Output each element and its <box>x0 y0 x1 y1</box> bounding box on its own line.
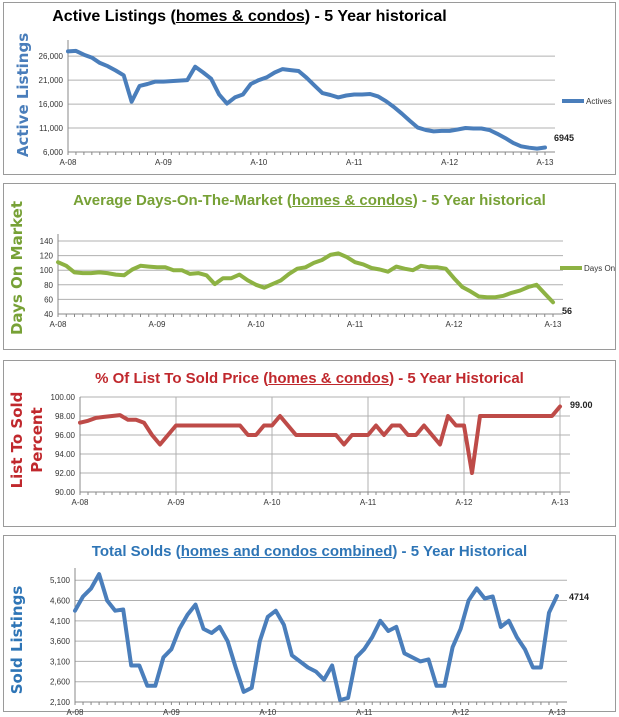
x-tick-label: A-10 <box>250 158 267 167</box>
x-tick-label: A-12 <box>452 708 469 717</box>
chart-title: % Of List To Sold Price (homes & condos)… <box>0 370 619 387</box>
x-tick-label: A-08 <box>60 158 77 167</box>
y-tick-label: 120 <box>40 252 54 261</box>
legend-label: Days On <box>584 264 615 273</box>
y-tick-label: 90.00 <box>55 488 76 497</box>
chart-title: Active Listings (homes & condos) - 5 Yea… <box>0 8 619 26</box>
title-prefix: Active Listings ( <box>52 8 176 25</box>
end-value-label: 4714 <box>569 592 589 602</box>
x-tick-label: A-12 <box>456 498 473 507</box>
y-tick-label: 100 <box>40 266 54 275</box>
y-tick-label: 2,100 <box>50 698 71 707</box>
x-tick-label: A-13 <box>552 498 569 507</box>
y-tick-label: 2,600 <box>50 678 71 687</box>
x-tick-label: A-09 <box>168 498 185 507</box>
end-value-label: 99.00 <box>570 400 593 410</box>
x-tick-label: A-11 <box>360 498 377 507</box>
y-tick-label: 40 <box>44 310 53 319</box>
x-tick-label: A-13 <box>549 708 566 717</box>
title-suffix: ) - 5 Year historical <box>304 8 447 25</box>
end-value-label: 6945 <box>554 133 574 143</box>
legend: Days On <box>560 264 615 273</box>
y-tick-label: 11,000 <box>39 124 63 133</box>
y-tick-label: 94.00 <box>55 450 76 459</box>
x-tick-label: A-12 <box>446 320 463 329</box>
y-axis-title: Active Listings <box>14 33 32 157</box>
chart-title: Total Solds (homes and condos combined) … <box>0 543 619 560</box>
series-line <box>66 48 547 151</box>
title-suffix: ) - 5 Year Historical <box>389 370 524 387</box>
y-axis-title: Days On Market <box>8 201 26 335</box>
x-tick-label: A-09 <box>155 158 172 167</box>
title-underlined: homes & condos <box>175 8 305 25</box>
title-underlined: homes and condos combined <box>180 543 393 560</box>
title-prefix: Average Days-On-The-Market ( <box>73 192 292 209</box>
title-prefix: Total Solds ( <box>91 543 181 560</box>
x-tick-label: A-11 <box>356 708 373 717</box>
legend: Actives <box>562 97 612 106</box>
x-tick-label: A-13 <box>537 158 554 167</box>
chart-title: Average Days-On-The-Market (homes & cond… <box>0 192 619 209</box>
y-tick-label: 16,000 <box>39 100 64 109</box>
chart-1: 40 60 80 100 120 140 A-08 A-09 A-10 A-11 A-12 A-135… <box>8 201 615 335</box>
chart-panel-total-solds <box>3 535 616 712</box>
y-tick-label: 140 <box>40 237 54 246</box>
y-tick-label: 96.00 <box>55 431 76 440</box>
x-tick-label: A-09 <box>149 320 166 329</box>
x-tick-label: A-08 <box>72 498 89 507</box>
end-value-label: 56 <box>562 306 572 316</box>
x-tick-label: A-08 <box>50 320 67 329</box>
y-tick-label: 98.00 <box>55 412 76 421</box>
chart-3: 2,100 2,600 3,100 3,600 4,100 4,600 5,100 A-08 A… <box>8 568 589 717</box>
y-tick-label: 4,600 <box>50 597 71 606</box>
y-tick-label: 60 <box>44 295 53 304</box>
series-line <box>73 572 559 702</box>
y-tick-label: 4,100 <box>50 617 71 626</box>
y-tick-label: 80 <box>44 281 53 290</box>
y-tick-label: 26,000 <box>39 52 64 61</box>
chart-2: 90.00 92.00 94.00 96.00 98.00 100.00 A-08 A-09 A… <box>8 392 593 507</box>
y-axis-title: Sold Listings <box>8 586 26 695</box>
x-tick-label: A-09 <box>163 708 180 717</box>
x-tick-label: A-10 <box>259 708 276 717</box>
y-tick-label: 21,000 <box>39 76 64 85</box>
legend-label: Actives <box>586 97 612 106</box>
title-suffix: ) - 5 Year Historical <box>392 543 528 560</box>
x-tick-label: A-11 <box>347 320 364 329</box>
y-tick-label: 92.00 <box>55 469 76 478</box>
x-tick-label: A-12 <box>441 158 458 167</box>
title-suffix: ) - 5 Year historical <box>412 192 546 209</box>
x-tick-label: A-10 <box>264 498 281 507</box>
y-axis-title: Percent <box>28 407 46 472</box>
y-axis-title: List To Sold <box>8 392 26 489</box>
x-tick-label: A-13 <box>545 320 562 329</box>
chart-panel-active-listings <box>3 2 616 175</box>
title-underlined: homes & condos <box>291 192 413 209</box>
y-tick-label: 6,000 <box>43 148 64 157</box>
chart-0: 6,000 11,000 16,000 21,000 26,000 A-08 A-09 A-1… <box>14 33 612 167</box>
title-underlined: homes & condos <box>268 370 390 387</box>
y-tick-label: 3,600 <box>50 637 71 646</box>
series-line <box>56 251 555 305</box>
x-tick-label: A-08 <box>67 708 84 717</box>
x-tick-label: A-11 <box>346 158 363 167</box>
y-tick-label: 100.00 <box>51 393 76 402</box>
y-tick-label: 5,100 <box>50 576 71 585</box>
y-tick-label: 3,100 <box>50 657 71 666</box>
title-prefix: % Of List To Sold Price ( <box>95 370 269 387</box>
chart-panel-list-to-sold <box>3 360 616 527</box>
x-tick-label: A-10 <box>248 320 265 329</box>
